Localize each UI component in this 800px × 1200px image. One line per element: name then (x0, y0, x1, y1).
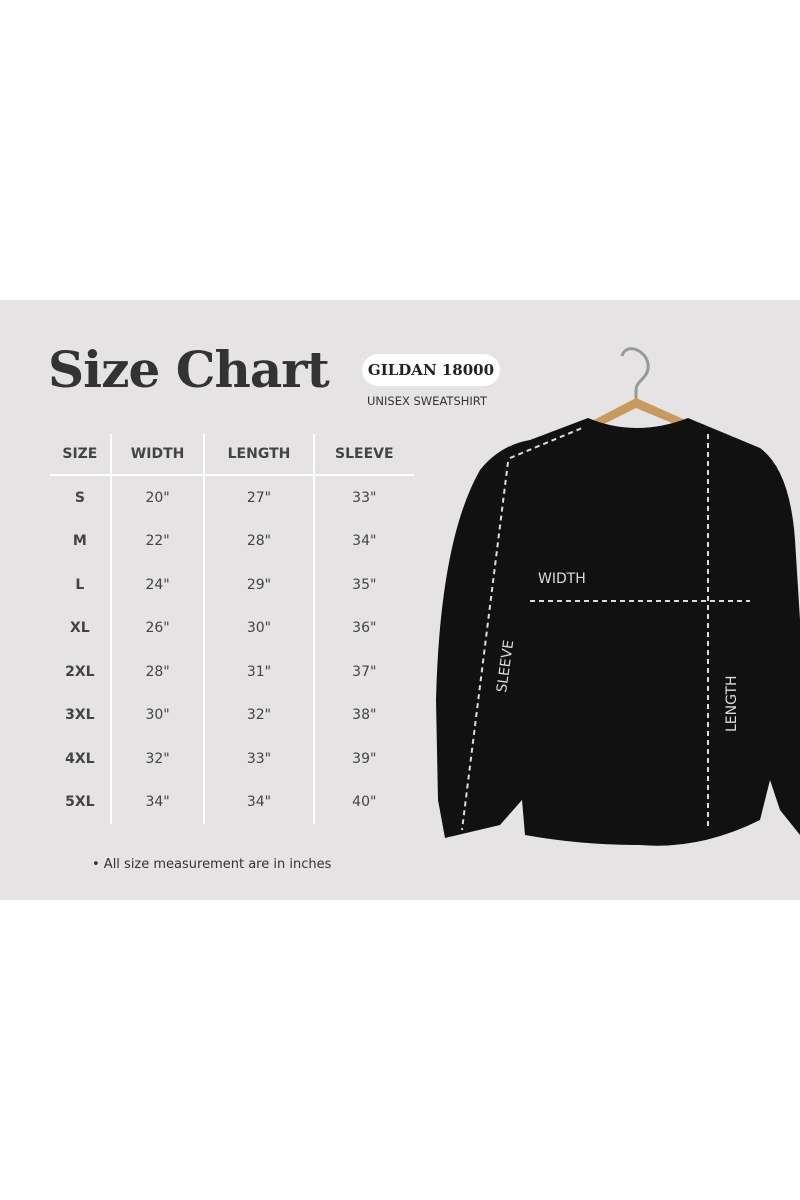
cell-width: 30" (109, 693, 205, 737)
table-row: 3XL 30" 32" 38" (50, 693, 414, 737)
page-title: Size Chart (48, 340, 330, 399)
cell-size: XL (70, 620, 90, 637)
cell-size: 5XL (65, 794, 95, 811)
table-row: 4XL 32" 33" 39" (50, 737, 414, 781)
length-label: LENGTH (724, 675, 740, 732)
table-row: 5XL 34" 34" 40" (50, 780, 414, 824)
shoulder-arrow (509, 427, 583, 459)
sleeve-arrow (461, 461, 509, 831)
cell-length: 33" (203, 737, 314, 781)
cell-sleeve: 37" (312, 650, 414, 694)
size-table: SIZE WIDTH LENGTH SLEEVE S 20" 27" 33" M 22" 2… (50, 434, 414, 824)
cell-sleeve: 36" (312, 606, 414, 650)
header-length: LENGTH (203, 434, 314, 476)
cell-size: S (74, 489, 85, 506)
table-row: XL 26" 30" 36" (50, 606, 414, 650)
cell-size: 4XL (65, 750, 95, 767)
cell-sleeve: 39" (312, 737, 414, 781)
header-sleeve: SLEEVE (312, 434, 414, 476)
table-row: M 22" 28" 34" (50, 519, 414, 563)
cell-length: 30" (203, 606, 314, 650)
hanger-icon (590, 347, 690, 428)
cell-width: 20" (109, 475, 205, 520)
cell-width: 32" (109, 737, 205, 781)
cell-width: 26" (109, 606, 205, 650)
sweatshirt-diagram: WIDTH LENGTH SLEEVE (436, 347, 800, 846)
cell-sleeve: 34" (312, 519, 414, 563)
product-subtitle: UNISEX SWEATSHIRT (367, 394, 487, 408)
product-badge: GILDAN 18000 (362, 354, 500, 386)
cell-length: 31" (203, 650, 314, 694)
sleeve-label: SLEEVE (494, 639, 517, 694)
cell-length: 32" (203, 693, 314, 737)
cell-size: 2XL (65, 663, 95, 680)
table-header: SIZE WIDTH LENGTH SLEEVE (50, 434, 414, 476)
table-row: L 24" 29" 35" (50, 563, 414, 607)
cell-width: 24" (109, 563, 205, 607)
cell-width: 22" (109, 519, 205, 563)
sweatshirt-shape (436, 418, 800, 846)
header-size: SIZE (50, 434, 111, 476)
cell-length: 34" (203, 780, 314, 824)
cell-width: 28" (109, 650, 205, 694)
table-row: S 20" 27" 33" (50, 475, 414, 520)
cell-size: L (75, 576, 85, 593)
cell-sleeve: 35" (312, 563, 414, 607)
cell-sleeve: 33" (312, 475, 414, 520)
cell-size: M (72, 533, 87, 550)
cell-sleeve: 38" (312, 693, 414, 737)
cell-size: 3XL (65, 707, 95, 724)
measurement-note: • All size measurement are in inches (92, 857, 332, 872)
table-row: 2XL 28" 31" 37" (50, 650, 414, 694)
cell-length: 29" (203, 563, 314, 607)
cell-length: 27" (203, 475, 314, 520)
width-label: WIDTH (538, 571, 586, 587)
cell-sleeve: 40" (312, 780, 414, 824)
cell-length: 28" (203, 519, 314, 563)
header-width: WIDTH (109, 434, 205, 476)
cell-width: 34" (109, 780, 205, 824)
